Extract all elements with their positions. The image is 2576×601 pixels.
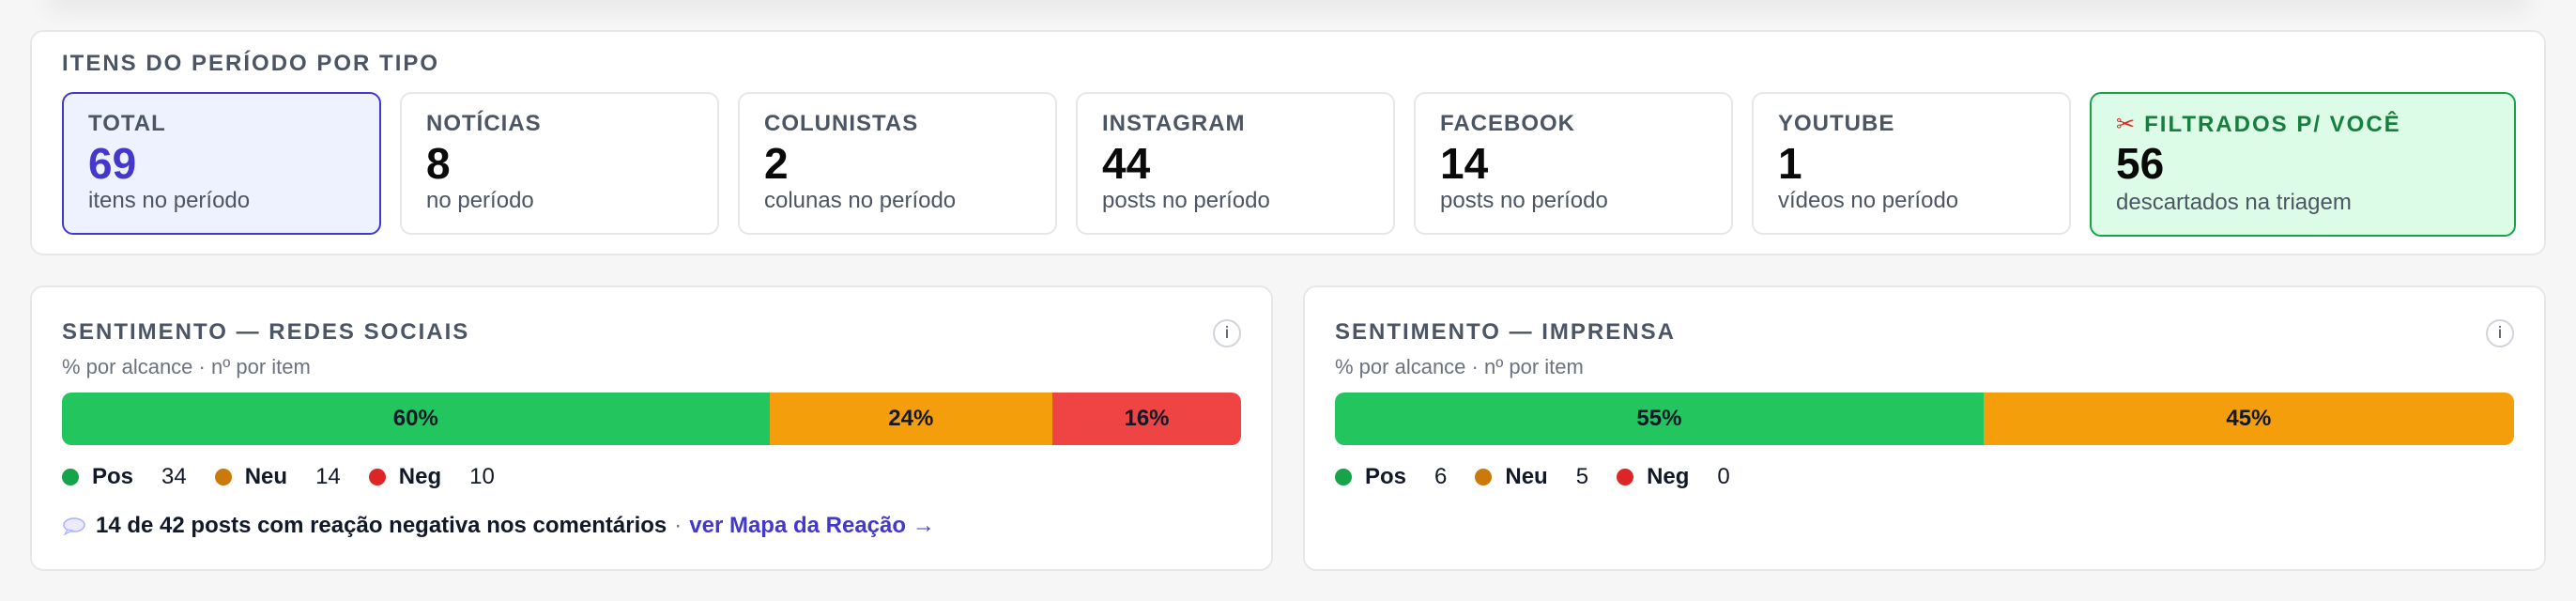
sentiment-press-panel: SENTIMENTO — IMPRENSA % por alcance · nº… bbox=[1303, 285, 2546, 571]
legend-item-neu: Neu 14 bbox=[214, 464, 341, 490]
footnote-separator: · bbox=[674, 513, 682, 538]
legend-label: Neu bbox=[244, 464, 288, 489]
info-button[interactable]: i bbox=[2486, 319, 2514, 347]
card-subtext: colunas no período bbox=[764, 188, 957, 213]
legend-item-pos: Pos 6 bbox=[1335, 464, 1447, 490]
card-value: 8 bbox=[426, 139, 451, 188]
reaction-map-link[interactable]: ver Mapa da Reação → bbox=[689, 513, 935, 538]
sentiment-press-title: SENTIMENTO — IMPRENSA bbox=[1335, 319, 1676, 345]
sentiment-segment-neu[interactable]: 45% bbox=[1983, 393, 2514, 445]
card-label: INSTAGRAM bbox=[1102, 111, 1246, 136]
card-value: 44 bbox=[1102, 139, 1151, 188]
positive-dot-icon bbox=[62, 469, 79, 485]
info-button[interactable]: i bbox=[1213, 319, 1241, 347]
legend-item-neg: Neg 10 bbox=[368, 464, 495, 490]
negative-dot-icon bbox=[1617, 469, 1634, 485]
card-instagram[interactable]: INSTAGRAM 44 posts no período bbox=[1076, 92, 1395, 235]
card-label: TOTAL bbox=[88, 111, 166, 136]
card-value: 56 bbox=[2116, 139, 2165, 188]
sentiment-legend: Pos 6 Neu 5 Neg 0 bbox=[1335, 464, 1758, 490]
card-label-text: FILTRADOS P/ VOCÊ bbox=[2144, 112, 2401, 137]
legend-item-pos: Pos 34 bbox=[62, 464, 187, 490]
legend-item-neu: Neu 5 bbox=[1475, 464, 1588, 490]
sentiment-segment-pos[interactable]: 60% bbox=[62, 393, 770, 445]
legend-label: Pos bbox=[92, 464, 134, 489]
sentiment-bar: 60% 24% 16% bbox=[62, 393, 1241, 445]
card-label: FACEBOOK bbox=[1440, 111, 1576, 136]
card-label: COLUNISTAS bbox=[764, 111, 919, 136]
sentiment-segment-neg[interactable]: 16% bbox=[1052, 393, 1241, 445]
negative-dot-icon bbox=[368, 469, 386, 485]
legend-label: Neg bbox=[1647, 464, 1690, 489]
card-value: 2 bbox=[764, 139, 789, 188]
neutral-dot-icon bbox=[1475, 469, 1493, 485]
legend-count: 0 bbox=[1717, 464, 1730, 489]
legend-label: Neg bbox=[398, 464, 442, 489]
card-value: 1 bbox=[1778, 139, 1802, 188]
legend-count: 10 bbox=[469, 464, 495, 489]
legend-label: Neu bbox=[1505, 464, 1548, 489]
legend-count: 6 bbox=[1434, 464, 1448, 489]
card-value: 14 bbox=[1440, 139, 1489, 188]
card-filtrados[interactable]: ✂ FILTRADOS P/ VOCÊ 56 descartados na tri… bbox=[2090, 92, 2516, 237]
card-subtext: vídeos no período bbox=[1778, 188, 1959, 213]
card-value: 69 bbox=[88, 139, 137, 188]
card-subtext: itens no período bbox=[88, 188, 251, 213]
card-subtext: descartados na triagem bbox=[2116, 190, 2352, 215]
neutral-dot-icon bbox=[214, 469, 232, 485]
sentiment-bar: 55% 45% bbox=[1335, 393, 2514, 445]
sentiment-segment-pos[interactable]: 55% bbox=[1335, 393, 1984, 445]
sentiment-press-subtitle: % por alcance · nº por item bbox=[1335, 355, 1584, 378]
types-panel-title: ITENS DO PERÍODO POR TIPO bbox=[62, 51, 440, 76]
negative-reaction-note: 14 de 42 posts com reação negativa nos c… bbox=[62, 513, 935, 539]
sentiment-social-subtitle: % por alcance · nº por item bbox=[62, 355, 311, 378]
card-subtext: posts no período bbox=[1440, 188, 1608, 213]
sentiment-social-panel: SENTIMENTO — REDES SOCIAIS % por alcance… bbox=[30, 285, 1273, 571]
types-panel: ITENS DO PERÍODO POR TIPO TOTAL 69 itens… bbox=[30, 30, 2546, 255]
scissors-icon: ✂ bbox=[2116, 112, 2138, 137]
sentiment-segment-neu[interactable]: 24% bbox=[769, 393, 1053, 445]
card-subtext: posts no período bbox=[1102, 188, 1270, 213]
card-subtext: no período bbox=[426, 188, 534, 213]
sentiment-legend: Pos 34 Neu 14 Neg 10 bbox=[62, 464, 523, 490]
card-label: YOUTUBE bbox=[1778, 111, 1895, 136]
footnote-text: 14 de 42 posts com reação negativa nos c… bbox=[96, 513, 667, 538]
card-label: NOTÍCIAS bbox=[426, 111, 542, 136]
card-youtube[interactable]: YOUTUBE 1 vídeos no período bbox=[1752, 92, 2071, 235]
card-colunistas[interactable]: COLUNISTAS 2 colunas no período bbox=[738, 92, 1057, 235]
legend-count: 34 bbox=[161, 464, 187, 489]
card-facebook[interactable]: FACEBOOK 14 posts no período bbox=[1414, 92, 1733, 235]
card-label: ✂ FILTRADOS P/ VOCÊ bbox=[2116, 111, 2401, 138]
card-noticias[interactable]: NOTÍCIAS 8 no período bbox=[400, 92, 719, 235]
legend-count: 14 bbox=[315, 464, 341, 489]
card-total[interactable]: TOTAL 69 itens no período bbox=[62, 92, 381, 235]
legend-item-neg: Neg 0 bbox=[1617, 464, 1730, 490]
positive-dot-icon bbox=[1335, 469, 1352, 485]
speech-bubble-icon bbox=[63, 517, 85, 535]
legend-label: Pos bbox=[1365, 464, 1407, 489]
sentiment-social-title: SENTIMENTO — REDES SOCIAIS bbox=[62, 319, 470, 345]
legend-count: 5 bbox=[1575, 464, 1589, 489]
